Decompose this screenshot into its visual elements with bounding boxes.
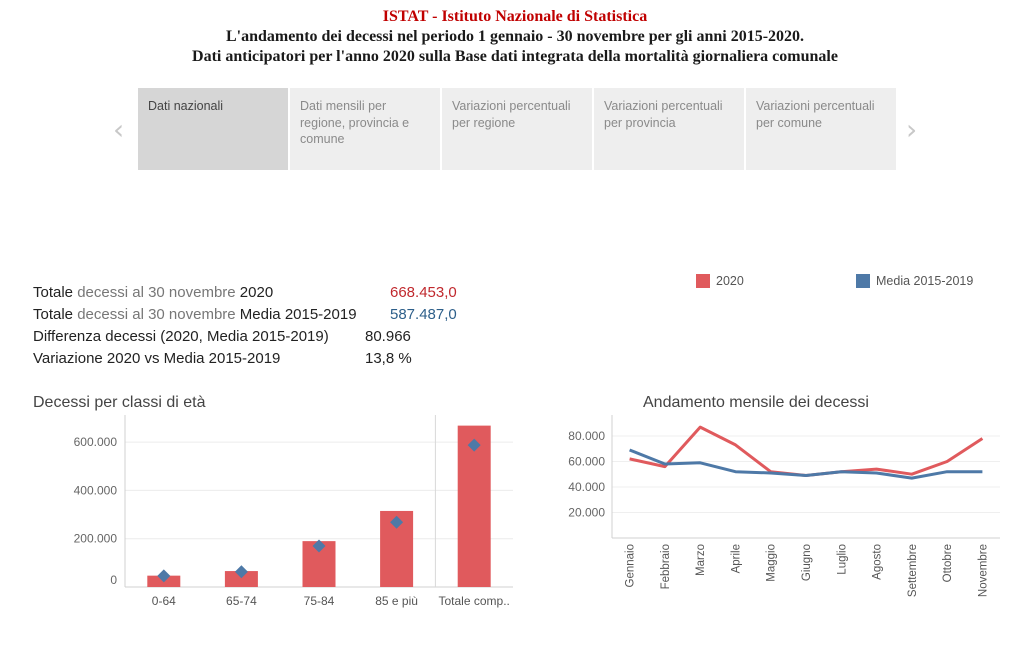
- line-x-tick-label: Maggio: [766, 544, 778, 582]
- bar-x-tick-label: 85 e più: [375, 594, 418, 608]
- stat-label-muted: decessi al 30 novembre: [73, 284, 236, 301]
- bar-chart-title: Decessi per classi di età: [33, 394, 206, 411]
- stat-value-difference: 80.966: [365, 328, 411, 345]
- marker-media-diamond: [467, 438, 481, 452]
- tab-dati-nazionali[interactable]: Dati nazionali: [138, 88, 288, 170]
- line-chart-title: Andamento mensile dei decessi: [643, 394, 869, 411]
- stat-label-year: Media 2015-2019: [235, 306, 357, 323]
- line-x-tick-label: Febbraio: [660, 544, 672, 589]
- report-title: L'andamento dei decessi nel periodo 1 ge…: [225, 28, 805, 45]
- bar-y-tick-label: 600.000: [74, 435, 118, 449]
- org-title: ISTAT - Istituto Nazionale di Statistica: [382, 8, 648, 25]
- bar-x-tick-label: 0-64: [152, 594, 176, 608]
- bar-2020: [457, 425, 491, 587]
- line-x-tick-label: Marzo: [695, 544, 707, 576]
- stat-label-year: 2020: [235, 284, 274, 301]
- stat-difference: Differenza decessi (2020, Media 2015-201…: [33, 326, 411, 348]
- stat-value-media: 587.487,0: [390, 306, 457, 323]
- line-y-tick-label: 80.000: [568, 429, 605, 443]
- carousel-next-arrow-icon[interactable]: ›: [906, 113, 918, 146]
- tab-variazioni-provincia[interactable]: Variazioni percentuali per provincia: [594, 88, 744, 170]
- stat-value-variation: 13,8 %: [365, 350, 412, 367]
- bar-y-tick-label: 0: [110, 573, 117, 587]
- line-x-tick-label: Luglio: [836, 544, 848, 575]
- tab-variazioni-regione[interactable]: Variazioni percentuali per regione: [442, 88, 592, 170]
- carousel-prev-arrow-icon[interactable]: ‹: [113, 113, 125, 146]
- bar-y-tick-label: 200.000: [74, 532, 118, 546]
- stat-label: Differenza decessi (2020, Media 2015-201…: [33, 328, 329, 345]
- stat-variation: Variazione 2020 vs Media 2015-2019 13,8 …: [33, 348, 412, 370]
- legend-item-media[interactable]: Media 2015-2019: [856, 274, 973, 288]
- bar-chart-age-classes: 600.000 400.000 200.000 0 0-64 65-74 75-84 85 e…: [74, 415, 513, 608]
- line-y-tick-label: 60.000: [568, 455, 605, 469]
- report-header: ISTAT - Istituto Nazionale di Statistica…: [0, 7, 1030, 67]
- tab-bar: Dati nazionali Dati mensili per regione,…: [138, 88, 898, 170]
- line-y-tick-label: 40.000: [568, 480, 605, 494]
- legend-swatch-media: [856, 274, 870, 288]
- line-x-tick-label: Aprile: [730, 544, 742, 573]
- legend-item-2020[interactable]: 2020: [696, 274, 744, 288]
- stat-label: Totale: [33, 284, 74, 301]
- bar-x-tick-label: Totale comp..: [439, 594, 510, 608]
- stat-value-2020: 668.453,0: [390, 284, 457, 301]
- stat-total-2020: Totale decessi al 30 novembre 2020 668.4…: [33, 282, 457, 304]
- line-chart-monthly-deaths: 80.000 60.000 40.000 20.000 Gennaio Febbraio M…: [568, 415, 1000, 597]
- report-subtitle: Dati anticipatori per l'anno 2020 sulla …: [192, 48, 838, 65]
- stat-label: Variazione 2020 vs Media 2015-2019: [33, 350, 281, 367]
- line-x-tick-label: Agosto: [872, 544, 884, 580]
- marker-media-diamond: [234, 565, 248, 579]
- legend-label-2020: 2020: [716, 274, 744, 288]
- line-x-tick-label: Giugno: [801, 544, 813, 581]
- bar-x-tick-label: 65-74: [226, 594, 257, 608]
- line-x-tick-label: Settembre: [907, 544, 919, 597]
- marker-media-diamond: [157, 569, 171, 583]
- stat-label: Totale: [33, 306, 74, 323]
- line-series-2020: [629, 425, 984, 477]
- tab-variazioni-comune[interactable]: Variazioni percentuali per comune: [746, 88, 896, 170]
- bar-2020: [224, 571, 258, 587]
- bar-y-tick-label: 400.000: [74, 483, 118, 497]
- marker-media-diamond: [390, 515, 404, 529]
- line-x-tick-label: Novembre: [977, 544, 989, 597]
- line-series-media: [629, 448, 983, 480]
- tab-dati-mensili[interactable]: Dati mensili per regione, provincia e co…: [290, 88, 440, 170]
- line-y-tick-label: 20.000: [568, 506, 605, 520]
- bar-x-tick-label: 75-84: [304, 594, 335, 608]
- stat-label-muted: decessi al 30 novembre: [73, 306, 236, 323]
- line-x-tick-label: Gennaio: [625, 544, 637, 587]
- stat-total-media: Totale decessi al 30 novembre Media 2015…: [33, 304, 457, 326]
- legend-swatch-2020: [696, 274, 710, 288]
- legend-label-media: Media 2015-2019: [876, 274, 974, 288]
- summary-stats: Totale decessi al 30 novembre 2020 668.4…: [33, 282, 457, 370]
- marker-media-diamond: [312, 539, 326, 553]
- line-x-tick-label: Ottobre: [942, 544, 954, 582]
